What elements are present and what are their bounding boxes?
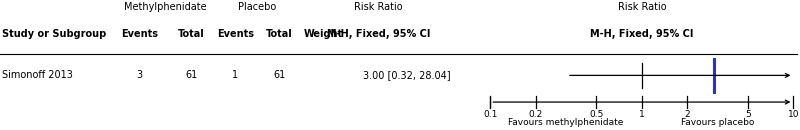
Text: Study or Subgroup: Study or Subgroup bbox=[2, 29, 106, 39]
Text: M-H, Fixed, 95% CI: M-H, Fixed, 95% CI bbox=[327, 29, 430, 39]
Text: 1: 1 bbox=[232, 70, 238, 80]
Text: Risk Ratio: Risk Ratio bbox=[354, 2, 403, 12]
Text: 3.00 [0.32, 28.04]: 3.00 [0.32, 28.04] bbox=[362, 70, 450, 80]
Text: Total: Total bbox=[266, 29, 293, 39]
Text: M-H, Fixed, 95% CI: M-H, Fixed, 95% CI bbox=[590, 29, 694, 39]
Text: Simonoff 2013: Simonoff 2013 bbox=[2, 70, 73, 80]
Text: Risk Ratio: Risk Ratio bbox=[618, 2, 666, 12]
Text: 61: 61 bbox=[186, 70, 198, 80]
Text: 10: 10 bbox=[788, 110, 799, 119]
Text: 1: 1 bbox=[639, 110, 645, 119]
Text: Events: Events bbox=[217, 29, 254, 39]
Text: Favours methylphenidate: Favours methylphenidate bbox=[509, 118, 624, 127]
Text: 0.5: 0.5 bbox=[589, 110, 603, 119]
Text: Events: Events bbox=[121, 29, 158, 39]
Text: 0.1: 0.1 bbox=[483, 110, 498, 119]
Text: Methylphenidate: Methylphenidate bbox=[124, 2, 206, 12]
Text: Placebo: Placebo bbox=[238, 2, 276, 12]
Text: Favours placebo: Favours placebo bbox=[681, 118, 754, 127]
Text: 3: 3 bbox=[137, 70, 142, 80]
Text: Weight: Weight bbox=[303, 29, 342, 39]
Text: 0.2: 0.2 bbox=[529, 110, 543, 119]
Text: 5: 5 bbox=[745, 110, 750, 119]
Text: 2: 2 bbox=[685, 110, 690, 119]
Text: Total: Total bbox=[178, 29, 205, 39]
Text: 61: 61 bbox=[273, 70, 285, 80]
